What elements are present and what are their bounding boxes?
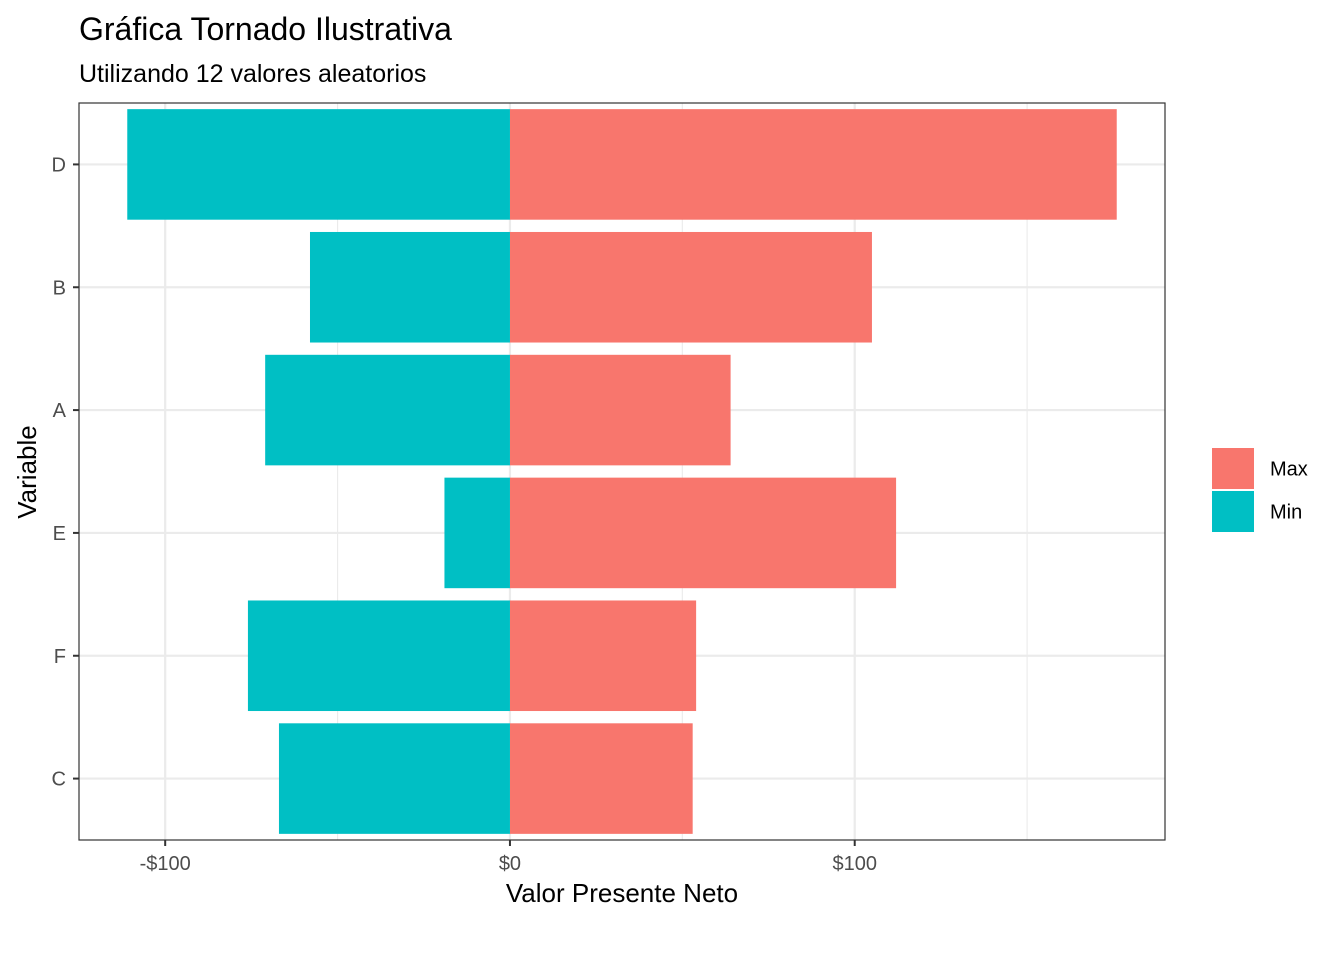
x-tick-label: $0 [499,853,521,875]
legend-key-min [1212,491,1254,532]
bar-min-e [444,477,510,589]
legend-label-max: Max [1270,459,1308,481]
bar-min-a [265,354,510,466]
y-tick-label: E [53,523,66,545]
legend-label-min: Min [1270,502,1302,524]
x-axis: -$100 $0 $100 [140,840,877,875]
bar-max-e [509,477,897,589]
bar-min-f [247,600,510,712]
y-tick-label: A [53,400,67,422]
bar-min-b [309,231,510,343]
bar-min-d [127,109,510,220]
x-axis-title: Valor Presente Neto [506,878,738,908]
legend: Max Min [1212,448,1308,532]
bar-max-b [509,231,872,343]
bars [127,109,1117,834]
bar-max-a [509,354,731,466]
x-tick-label: -$100 [140,853,191,875]
chart-title: Gráfica Tornado Ilustrativa [79,11,452,47]
y-tick-label: B [53,277,66,299]
y-tick-label: F [54,646,66,668]
y-axis-title: Variable [12,425,42,518]
legend-key-max [1212,448,1254,489]
bar-max-d [509,109,1117,220]
bar-max-f [509,600,697,712]
panel-border [78,102,1166,841]
y-tick-label: C [52,769,66,791]
y-tick-label: D [52,154,66,176]
chart-subtitle: Utilizando 12 valores aleatorios [79,60,426,88]
y-axis: D B A E F C [52,154,79,791]
x-tick-label: $100 [832,853,877,875]
bar-min-c [278,723,510,834]
bar-max-c [509,723,693,834]
